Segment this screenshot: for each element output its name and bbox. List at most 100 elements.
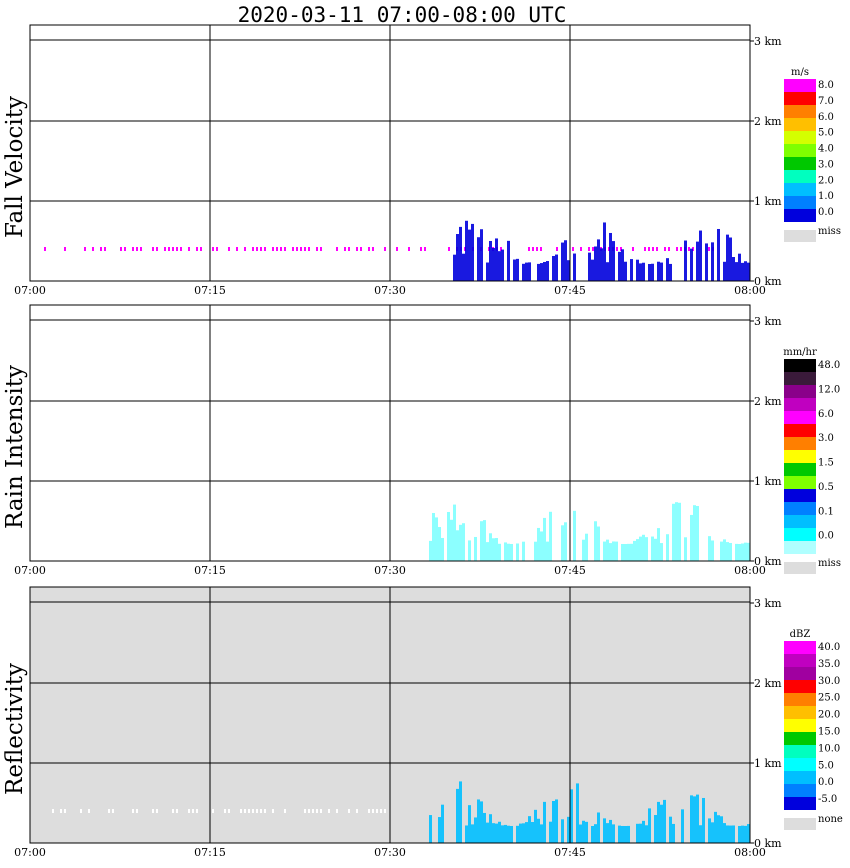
- legend-swatch: [784, 385, 816, 398]
- data-point: [644, 247, 646, 251]
- data-point: [504, 824, 507, 843]
- legend-label: 7.0: [818, 96, 834, 107]
- data-point: [248, 809, 250, 813]
- legend-missing-swatch: [784, 818, 816, 830]
- data-point: [228, 247, 230, 251]
- data-point: [308, 809, 310, 813]
- data-point: [507, 240, 510, 281]
- data-point: [630, 259, 633, 281]
- data-point: [438, 817, 441, 843]
- data-point: [80, 809, 82, 813]
- legend-label: 0.1: [818, 506, 834, 517]
- data-point: [618, 251, 621, 281]
- data-point: [516, 258, 519, 281]
- legend-unit: dBZ: [790, 629, 811, 640]
- data-point: [244, 809, 246, 813]
- data-point: [606, 262, 609, 281]
- legend-missing-label: miss: [818, 226, 841, 237]
- legend-label: 48.0: [818, 360, 840, 371]
- data-point: [688, 247, 690, 251]
- data-point: [616, 247, 618, 251]
- data-point: [276, 247, 278, 251]
- data-point: [60, 809, 62, 813]
- data-point: [477, 799, 480, 843]
- data-point: [486, 542, 489, 561]
- data-point: [536, 247, 538, 251]
- data-point: [672, 823, 675, 843]
- data-point: [368, 809, 370, 813]
- data-point: [672, 503, 675, 561]
- data-point: [495, 538, 498, 561]
- data-point: [380, 809, 382, 813]
- data-point: [498, 821, 501, 843]
- data-point: [744, 825, 747, 843]
- data-point: [642, 262, 645, 281]
- y-tick-label: 3 km: [754, 35, 782, 48]
- data-point: [747, 262, 750, 281]
- data-point: [240, 809, 242, 813]
- data-point: [316, 247, 318, 251]
- legend-swatch: [784, 528, 816, 541]
- y-tick-label: 3 km: [754, 597, 782, 610]
- data-point: [448, 247, 450, 251]
- data-point: [432, 512, 435, 561]
- data-point: [501, 249, 504, 281]
- legend-label: 2.0: [818, 175, 834, 186]
- data-point: [555, 799, 558, 843]
- data-point: [196, 809, 198, 813]
- data-point: [702, 797, 705, 843]
- data-point: [657, 261, 660, 281]
- data-point: [555, 254, 558, 281]
- legend-swatch: [784, 196, 816, 209]
- legend-label: 1.0: [818, 191, 834, 202]
- data-point: [585, 533, 588, 561]
- legend-swatch: [784, 541, 816, 554]
- x-tick-label: 08:00: [734, 846, 766, 859]
- data-point: [236, 247, 238, 251]
- legend-swatch: [784, 784, 816, 797]
- data-point: [522, 823, 525, 843]
- data-point: [459, 524, 462, 561]
- data-point: [648, 263, 651, 281]
- data-point: [729, 825, 732, 843]
- data-point: [522, 541, 525, 561]
- x-tick-label: 07:00: [14, 846, 46, 859]
- y-axis-label: Reflectivity: [2, 663, 28, 795]
- data-point: [152, 247, 154, 251]
- data-point: [618, 825, 621, 843]
- data-point: [723, 823, 726, 843]
- data-point: [543, 801, 546, 843]
- data-point: [280, 247, 282, 251]
- legend-label: 3.0: [818, 159, 834, 170]
- data-point: [567, 260, 570, 281]
- data-point: [450, 519, 453, 561]
- data-point: [735, 262, 738, 281]
- data-point: [264, 809, 266, 813]
- data-point: [537, 527, 540, 561]
- data-point: [304, 809, 306, 813]
- data-point: [546, 541, 549, 561]
- data-point: [176, 809, 178, 813]
- data-point: [627, 825, 630, 843]
- legend-label: 0.0: [818, 531, 834, 542]
- data-point: [561, 819, 564, 843]
- data-point: [744, 261, 747, 281]
- data-point: [474, 817, 477, 843]
- legend-swatch: [784, 105, 816, 118]
- data-point: [136, 809, 138, 813]
- legend-missing-swatch: [784, 562, 816, 574]
- y-tick-label: 2 km: [754, 115, 782, 128]
- data-point: [376, 809, 378, 813]
- data-point: [549, 511, 552, 561]
- data-point: [216, 247, 218, 251]
- data-point: [180, 247, 182, 251]
- data-point: [420, 247, 422, 251]
- x-tick-label: 07:15: [194, 284, 226, 297]
- y-tick-label: 1 km: [754, 757, 782, 770]
- x-tick-label: 07:30: [374, 564, 406, 577]
- data-point: [424, 247, 426, 251]
- data-point: [660, 262, 663, 281]
- legend-label: 0.0: [818, 207, 834, 218]
- x-tick-label: 07:30: [374, 846, 406, 859]
